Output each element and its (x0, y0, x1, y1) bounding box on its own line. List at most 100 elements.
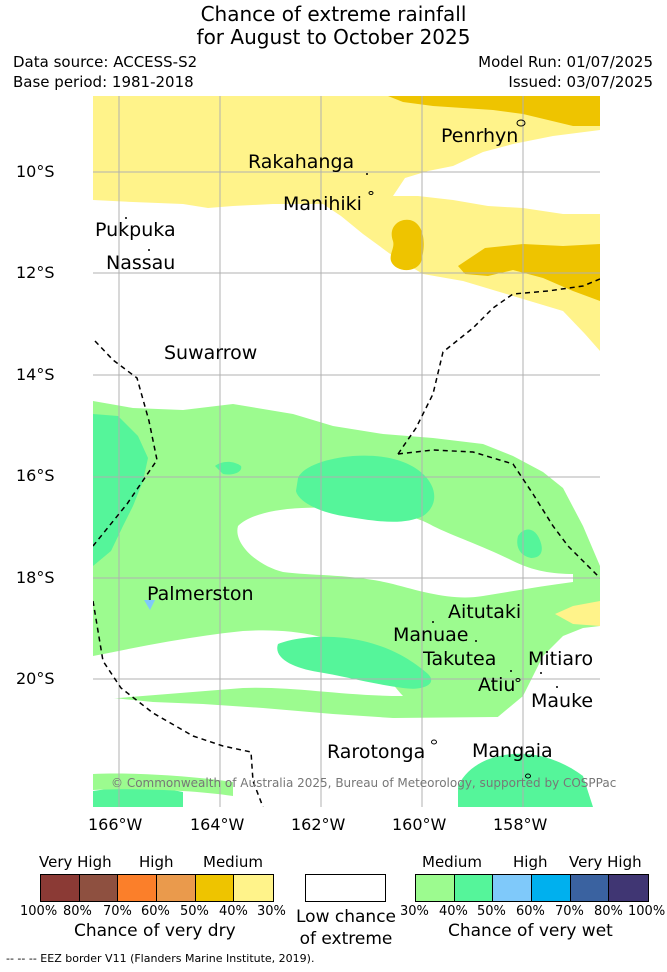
legend-dry-pct-6: 30% (257, 904, 286, 919)
lon-tick-166w: 166°W (88, 815, 143, 834)
legend-wet-swatch-2 (493, 875, 532, 901)
legend-wet-swatch-4 (570, 875, 610, 901)
legend-dry-high: High (139, 853, 174, 871)
legend-dry-swatch-0 (41, 875, 80, 901)
island-label-takutea: Takutea (423, 648, 497, 670)
legend-wet-swatch-5 (609, 875, 648, 901)
wet-medium-high-southcentral (277, 636, 432, 689)
island-label-penrhyn: Penrhyn (441, 125, 519, 147)
eez-footer-note: -- -- -- EEZ border V11 (Flanders Marine… (6, 952, 315, 965)
mitiaro-marker (540, 672, 542, 674)
legend-wet-pct-5: 80% (594, 904, 623, 919)
legend-dry-pct-0: 100% (20, 904, 58, 919)
legend-dry-pct-2: 70% (103, 904, 132, 919)
palmerston-marker (144, 600, 155, 610)
island-label-nassau: Nassau (106, 252, 176, 274)
mangaia-marker (525, 773, 531, 779)
rakahanga-marker (366, 173, 368, 175)
takutea-marker (510, 670, 512, 672)
legend-dry-medium: Medium (203, 853, 263, 871)
wet-medium-high-rim (93, 773, 233, 796)
issued-date: Issued: 03/07/2025 (508, 73, 653, 91)
legend-dry-pct-4: 50% (180, 904, 209, 919)
mauke-marker (556, 686, 558, 688)
legend-dry-colorbar (40, 874, 274, 902)
legend-wet-pct-6: 100% (628, 904, 666, 919)
eez-border (93, 278, 600, 807)
legend-wet-pct-4: 70% (555, 904, 584, 919)
lon-tick-158w: 158°W (493, 815, 548, 834)
island-label-mangaia: Mangaia (472, 740, 553, 762)
legend-wet-high: High (513, 853, 548, 871)
legend-dry-swatch-2 (118, 875, 157, 901)
legend-wet-colorbar (415, 874, 649, 902)
legend-wet-pct-2: 50% (477, 904, 506, 919)
wet-medium-high-southwest (93, 787, 183, 807)
legend-dry-pct-1: 80% (63, 904, 92, 919)
data-source: Data source: ACCESS-S2 (13, 53, 198, 71)
legend-wet-very-high: Very High (569, 853, 642, 871)
atiu-marker (515, 678, 521, 682)
legend-wet-pct-3: 60% (516, 904, 545, 919)
lat-tick-12s: 12°S (16, 263, 55, 282)
legend-low-caption-1: Low chance (296, 907, 396, 927)
island-label-rarotonga: Rarotonga (327, 741, 426, 763)
legend-low-caption-2: of extreme (299, 929, 393, 949)
nassau-marker (148, 249, 150, 251)
base-period: Base period: 1981-2018 (13, 73, 194, 91)
grid-longitude (118, 96, 524, 807)
legend-dry-very-high: Very High (39, 853, 112, 871)
lat-tick-10s: 10°S (16, 162, 55, 181)
legend-dry-caption: Chance of very dry (74, 921, 236, 941)
penrhyn-marker (516, 119, 526, 127)
legend-dry-pct-3: 60% (141, 904, 170, 919)
dry-medium-high-top (388, 96, 600, 126)
dry-medium-high-blob (390, 219, 424, 271)
legend-wet-medium: Medium (422, 853, 482, 871)
map-title-line1: Chance of extreme rainfall (200, 2, 467, 26)
island-label-mauke: Mauke (531, 690, 594, 712)
dry-medium-patch-east (555, 601, 600, 626)
grid-latitude (93, 171, 600, 680)
island-label-manuae: Manuae (393, 624, 469, 646)
copyright-notice: © Commonwealth of Australia 2025, Bureau… (111, 776, 617, 790)
wet-medium-high-small (215, 461, 242, 475)
lat-tick-14s: 14°S (16, 365, 55, 384)
pukapuka-marker (125, 217, 127, 219)
legend-wet-pct-1: 40% (439, 904, 468, 919)
legend-dry-swatch-4 (195, 875, 235, 901)
island-label-manihiki: Manihiki (283, 193, 362, 215)
island-label-suwarrow: Suwarrow (164, 342, 258, 364)
map-title-line2: for August to October 2025 (196, 25, 471, 49)
wet-medium-high-center (296, 455, 435, 522)
lon-tick-160w: 160°W (392, 815, 447, 834)
island-label-pukpuka: Pukpuka (95, 219, 176, 241)
island-label-rakahanga: Rakahanga (248, 151, 355, 173)
island-label-atiu: Atiu (478, 674, 516, 696)
lat-tick-16s: 16°S (16, 466, 55, 485)
rarotonga-marker (431, 739, 437, 745)
island-label-mitiaro: Mitiaro (528, 648, 594, 670)
island-label-aitutaki: Aitutaki (448, 601, 522, 623)
lat-tick-18s: 18°S (16, 568, 55, 587)
model-run: Model Run: 01/07/2025 (478, 53, 653, 71)
legend-dry-swatch-3 (157, 875, 196, 901)
lon-tick-164w: 164°W (190, 815, 245, 834)
legend-low-swatch (305, 874, 386, 902)
island-markers (125, 119, 558, 779)
legend-wet-caption: Chance of very wet (448, 921, 613, 941)
manuae-marker (475, 640, 477, 642)
legend-wet-swatch-3 (532, 875, 571, 901)
lat-tick-20s: 20°S (16, 669, 55, 688)
legend-wet-swatch-0 (416, 875, 455, 901)
island-label-palmerston: Palmerston (147, 583, 254, 605)
legend-dry-pct-5: 40% (219, 904, 248, 919)
rainfall-map (93, 96, 600, 807)
lon-tick-162w: 162°W (291, 815, 346, 834)
legend-dry-swatch-1 (79, 875, 119, 901)
legend-dry-swatch-5 (234, 875, 273, 901)
manihiki-marker (368, 191, 374, 195)
wet-medium-high-mangaia (458, 753, 593, 807)
legend-wet-pct-0: 30% (400, 904, 429, 919)
aitutaki-marker (432, 621, 434, 623)
